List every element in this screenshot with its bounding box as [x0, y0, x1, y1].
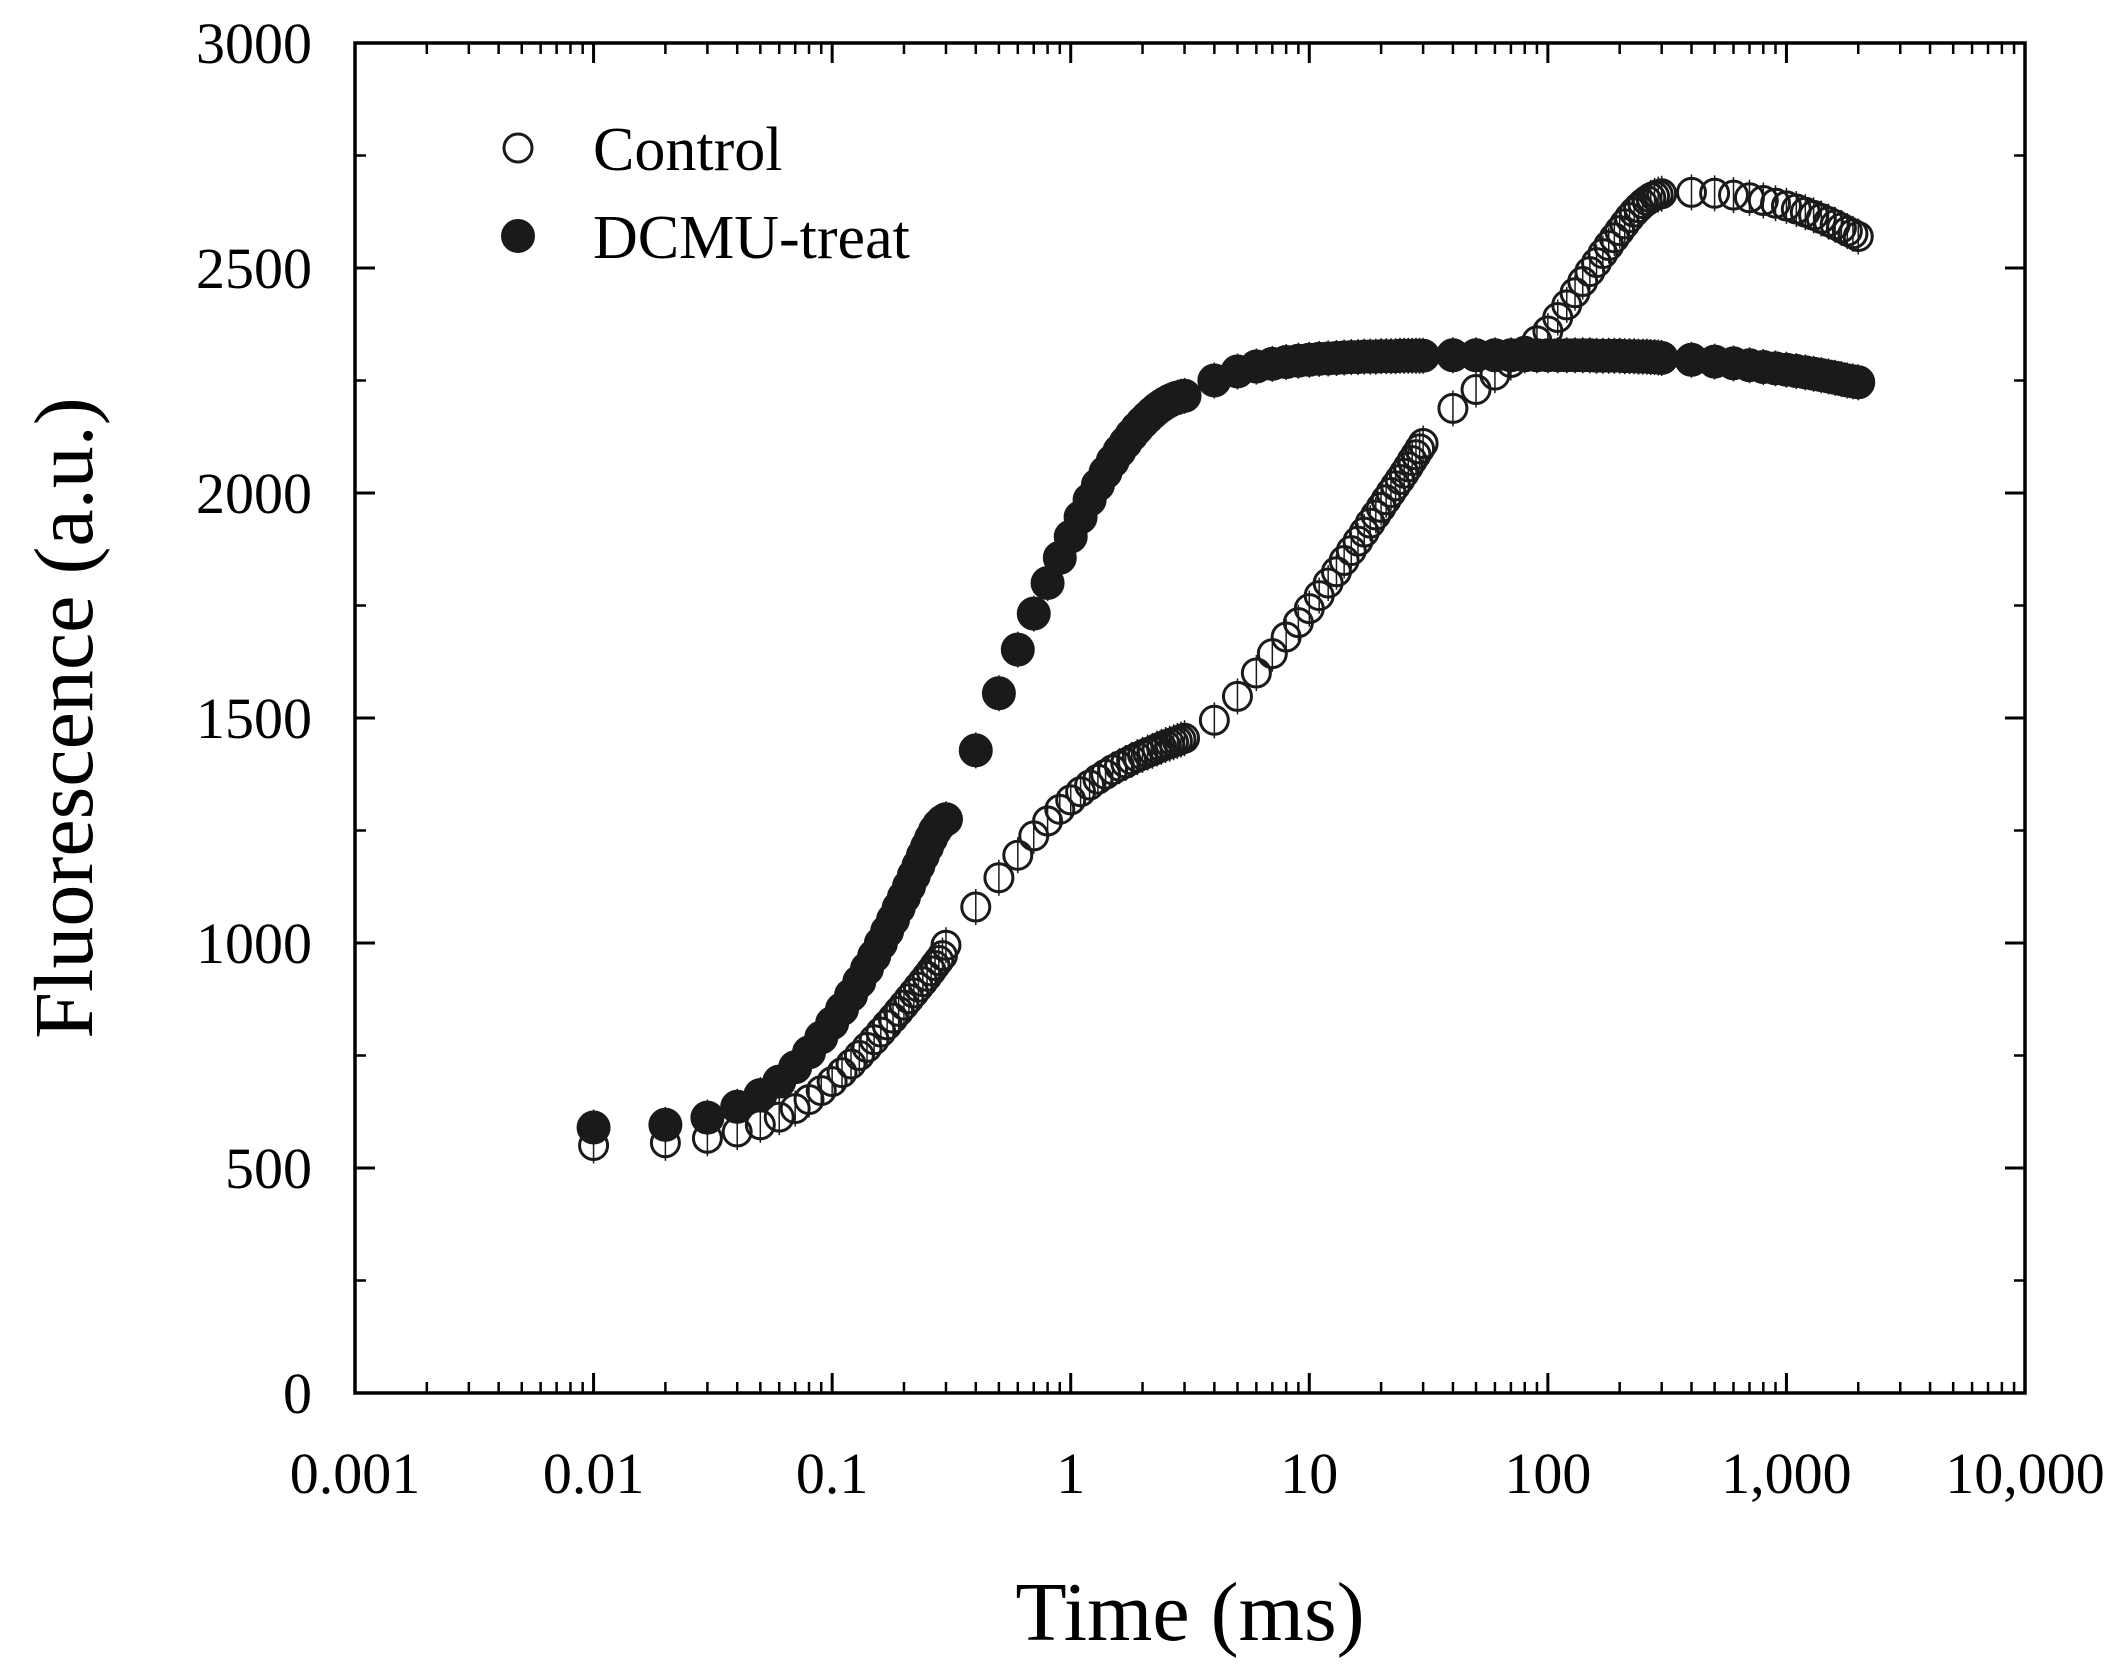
control-point [915, 955, 947, 987]
control-point [1074, 769, 1106, 801]
control-point [1760, 187, 1792, 219]
control-point [1718, 179, 1750, 211]
y-tick-labels: 0 500 1000 1500 2000 2500 3000 [196, 11, 312, 1426]
control-point [1055, 784, 1087, 816]
dcmu-treat-point [981, 676, 1016, 711]
control-point [923, 945, 955, 977]
dcmu-treat-point [928, 802, 963, 837]
dcmu-treat-point [648, 1107, 683, 1142]
control-point [763, 1101, 795, 1133]
x-tick-label: 1,000 [1721, 1441, 1852, 1506]
control-point [1747, 185, 1779, 216]
dcmu-treat-point [1016, 596, 1051, 631]
control-point [1842, 221, 1874, 252]
y-tick-label: 2500 [196, 236, 312, 301]
y-tick-label: 500 [225, 1136, 312, 1201]
control-point [1348, 516, 1380, 548]
control-point [1240, 657, 1272, 689]
dcmu-treat-point [1000, 632, 1035, 667]
minor-ticks [355, 43, 2025, 1393]
y-tick-label: 1500 [196, 686, 312, 751]
x-tick-label: 1 [1056, 1441, 1085, 1506]
control-point [1407, 428, 1439, 459]
x-tick-label: 0.01 [543, 1441, 645, 1506]
x-tick-label: 0.1 [796, 1441, 869, 1506]
series-dcmu-treat [576, 337, 1876, 1146]
control-point [1437, 392, 1469, 424]
dcmu-treat-point [576, 1110, 611, 1145]
y-tick-label: 0 [283, 1361, 312, 1426]
control-point [1675, 176, 1707, 208]
control-point [983, 862, 1015, 894]
control-point [1032, 805, 1064, 837]
control-point [930, 929, 962, 961]
control-point [1587, 238, 1619, 270]
control-point [1837, 218, 1869, 250]
control-point [1198, 704, 1230, 736]
dcmu-treat-point [690, 1100, 725, 1135]
dcmu-treat-point [958, 733, 993, 768]
y-tick-label: 3000 [196, 11, 312, 76]
dcmu-treat-point [1167, 378, 1202, 413]
x-tick-labels: 0.001 0.01 0.1 1 10 100 1,000 10,000 [290, 1441, 2105, 1506]
legend-marker-dcmu-treat [501, 219, 535, 253]
dcmu-treat-point [1406, 338, 1441, 373]
control-point [1360, 499, 1392, 531]
dcmu-treat-point [1644, 341, 1679, 375]
legend-label-dcmu-treat: DCMU-treat [593, 204, 910, 272]
control-point [1699, 177, 1731, 209]
series-control [578, 174, 1874, 1164]
dcmu-treat-point [1841, 365, 1876, 400]
control-point [1002, 839, 1034, 871]
y-tick-label: 2000 [196, 461, 312, 526]
control-point [911, 960, 943, 992]
control-point [1221, 680, 1253, 712]
control-point [1646, 178, 1678, 210]
control-point [816, 1066, 848, 1098]
y-axis-title: Fluorescence (a.u.) [18, 397, 111, 1038]
control-point [960, 891, 992, 923]
x-axis-title: Time (ms) [1015, 1566, 1364, 1659]
x-tick-label: 0.001 [290, 1441, 421, 1506]
control-point [907, 966, 939, 998]
y-tick-label: 1000 [196, 911, 312, 976]
control-point [1044, 793, 1076, 825]
control-point [1404, 433, 1436, 465]
legend-label-control: Control [593, 116, 782, 184]
legend-marker-control [502, 132, 534, 164]
plot-frame [353, 41, 2027, 1395]
control-point [826, 1057, 858, 1089]
legend: Control DCMU-treat [501, 116, 910, 272]
x-tick-label: 10,000 [1945, 1441, 2105, 1506]
control-point [1354, 507, 1386, 539]
x-tick-label: 100 [1504, 1441, 1591, 1506]
control-point [1169, 722, 1201, 754]
control-point [835, 1048, 867, 1080]
x-tick-label: 10 [1280, 1441, 1338, 1506]
control-point [805, 1075, 837, 1107]
